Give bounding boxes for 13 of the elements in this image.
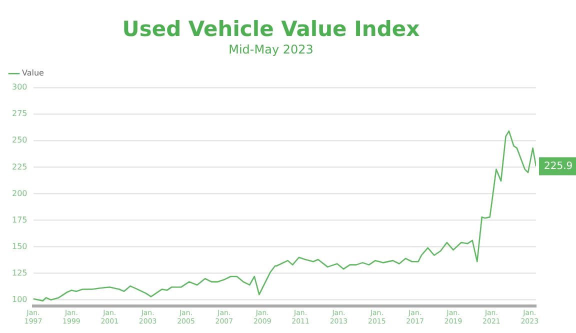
y-tick-label: 100	[12, 294, 28, 304]
y-tick-label: 175	[12, 215, 28, 224]
y-tick-label: 200	[12, 188, 28, 198]
y-tick-label: 250	[12, 136, 28, 145]
y-tick-label: 300	[12, 82, 28, 92]
chart-title: Used Vehicle Value Index	[122, 17, 420, 42]
y-tick-label: 275	[12, 109, 28, 118]
chart-subtitle: Mid-May 2023	[228, 42, 314, 57]
y-tick-label: 150	[12, 242, 28, 251]
y-tick-label: 125	[12, 268, 28, 278]
y-tick-label: 225	[12, 162, 28, 172]
legend-label: Value	[22, 68, 44, 78]
data-label: 225.9	[544, 160, 573, 172]
